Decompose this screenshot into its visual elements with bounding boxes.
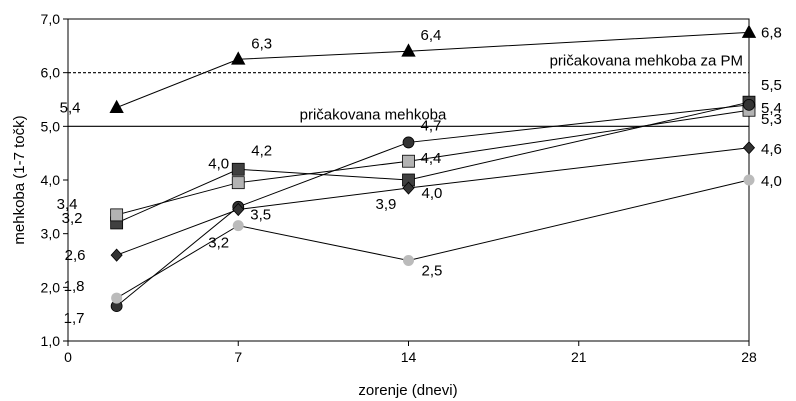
square-marker	[231, 176, 245, 190]
x-tick-label: 0	[64, 349, 72, 365]
series-line	[116, 179, 750, 299]
data-label: 3,2	[62, 210, 83, 227]
y-tick-label: 1,0	[41, 333, 61, 349]
square-marker	[231, 162, 245, 176]
diamond-marker	[110, 248, 123, 262]
data-label: 4,6	[761, 141, 782, 158]
series-line	[116, 109, 750, 216]
data-label: 5,3	[761, 111, 782, 128]
triangle-marker	[109, 99, 124, 113]
x-axis-title: zorenje (dnevi)	[358, 382, 457, 399]
series-line	[116, 147, 750, 256]
data-label: 6,4	[421, 27, 442, 44]
x-tick-label: 7	[234, 349, 242, 365]
series-line	[116, 104, 750, 307]
circle-marker	[232, 220, 244, 232]
data-label: 4,2	[251, 142, 272, 159]
y-tick-label: 5,0	[41, 118, 61, 134]
square-marker	[402, 154, 415, 168]
diamond-marker	[742, 141, 756, 155]
data-label: 5,4	[761, 100, 782, 117]
data-label: 3,2	[208, 235, 229, 252]
data-label: 1,7	[64, 310, 85, 327]
data-label: 5,5	[761, 77, 782, 94]
data-label: 4,7	[421, 117, 442, 134]
diamond-marker	[402, 181, 415, 195]
series-line	[116, 31, 750, 109]
reference-line-label: pričakovana mehkoba	[300, 106, 447, 123]
data-label: 4,0	[422, 185, 443, 202]
data-label: 6,8	[761, 24, 782, 41]
square-marker	[110, 208, 124, 222]
reference-line-label: pričakovana mehkoba za PM	[550, 53, 743, 70]
data-label: 6,3	[251, 35, 272, 52]
circle-marker	[743, 98, 755, 111]
x-tick-label: 14	[401, 349, 417, 365]
y-tick-label: 4,0	[41, 172, 61, 188]
y-tick-label: 6,0	[41, 65, 61, 81]
data-label: 1,8	[64, 278, 85, 295]
data-label: 3,4	[57, 196, 78, 213]
data-label: 4,0	[761, 173, 782, 190]
y-tick-label: 3,0	[41, 226, 61, 242]
data-label: 3,5	[250, 207, 271, 224]
circle-marker	[111, 292, 123, 304]
diamond-marker	[232, 202, 245, 217]
y-tick-label: 2,0	[41, 279, 61, 295]
data-label: 2,6	[65, 247, 86, 264]
data-label: 3,9	[376, 196, 397, 213]
triangle-marker	[231, 51, 246, 65]
data-label: 4,0	[208, 156, 229, 173]
x-tick-label: 28	[741, 349, 757, 365]
circle-marker	[743, 174, 755, 186]
y-tick-label: 7,0	[41, 11, 61, 27]
y-axis-title: mehkoba (1-7 točk)	[11, 115, 28, 244]
data-label: 5,4	[60, 100, 81, 117]
circle-marker	[403, 255, 414, 266]
circle-marker	[402, 136, 415, 149]
x-tick-label: 21	[571, 349, 587, 365]
data-label: 2,5	[422, 263, 443, 280]
triangle-marker	[741, 24, 757, 38]
data-label: 4,4	[421, 150, 442, 167]
triangle-marker	[401, 43, 416, 57]
